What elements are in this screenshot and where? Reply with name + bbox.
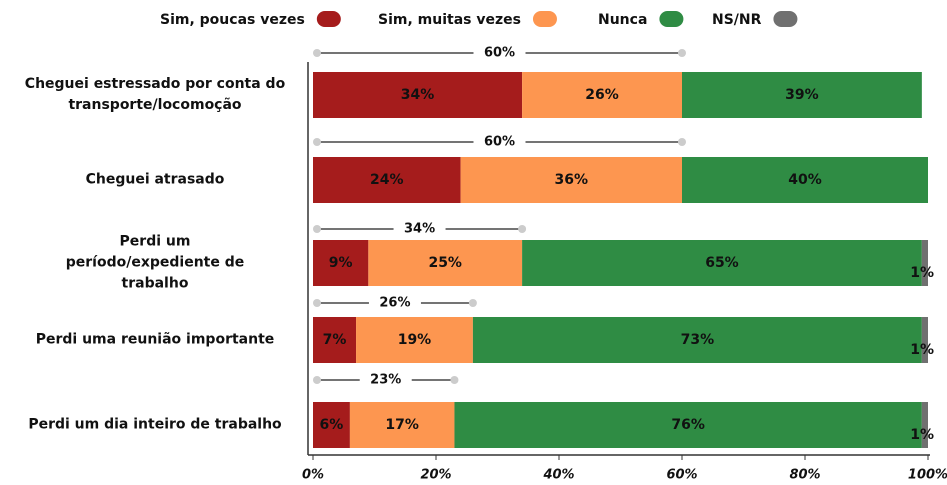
category-label: Perdi uma reunião importante	[35, 331, 275, 348]
data-label: 1%	[910, 427, 934, 443]
bracket-end	[678, 49, 686, 57]
bracket-end	[313, 49, 321, 57]
category-label: Perdi um período/expediente de trabalho	[65, 233, 245, 292]
bar-segment	[472, 317, 922, 363]
bar-segment	[682, 157, 928, 203]
x-tick-label: 40%	[542, 468, 574, 483]
bar-segment	[313, 72, 523, 118]
bar-segment	[349, 402, 455, 448]
legend-label: Sim, muitas vezes	[378, 12, 521, 28]
bracket-end	[313, 225, 321, 233]
x-tick-label: 100%	[908, 468, 947, 483]
legend-swatch	[532, 11, 557, 27]
bracket-end	[450, 376, 459, 384]
bar-segment	[313, 402, 350, 448]
data-label: 65%	[705, 255, 739, 271]
data-label: 1%	[910, 265, 934, 281]
bracket-end	[313, 299, 321, 307]
bar-segment	[313, 240, 369, 286]
data-label: 76%	[671, 417, 705, 433]
total-label-bg	[359, 371, 412, 389]
total-label: 23%	[370, 373, 401, 388]
data-label: 36%	[555, 172, 589, 188]
legend-swatch	[316, 11, 341, 27]
x-tick-label: 80%	[789, 468, 820, 483]
bar-segment	[313, 157, 461, 203]
category-label: Cheguei estressado por conta do transpor…	[24, 76, 286, 113]
total-label: 60%	[484, 46, 515, 61]
data-label: 24%	[370, 172, 404, 188]
total-label-bg	[393, 220, 446, 238]
x-tick-label: 60%	[666, 468, 697, 483]
data-label: 1%	[910, 342, 934, 358]
data-label: 19%	[398, 332, 432, 348]
bar-segment	[921, 402, 928, 448]
category-label: Perdi um dia inteiro de trabalho	[28, 416, 282, 433]
x-tick-label: 0%	[302, 468, 324, 483]
data-label: 26%	[585, 87, 619, 103]
bar-segment	[356, 317, 473, 363]
data-label: 25%	[428, 255, 462, 271]
legend-label: Sim, poucas vezes	[160, 12, 305, 28]
bar-segment	[921, 240, 928, 286]
legend-swatch	[773, 11, 798, 27]
bar-segment	[460, 157, 682, 203]
legend-label: Nunca	[598, 12, 647, 28]
bracket-end	[518, 225, 527, 233]
legend-label: NS/NR	[712, 12, 762, 28]
total-label: 60%	[484, 135, 515, 150]
bar-segment	[921, 317, 928, 363]
legend-swatch	[659, 11, 684, 27]
data-label: 40%	[788, 172, 822, 188]
x-tick-label: 20%	[420, 468, 451, 483]
total-label-bg	[368, 294, 421, 312]
bar-segment	[682, 72, 922, 118]
data-label: 6%	[320, 417, 344, 433]
bar-segment	[454, 402, 922, 448]
bracket-end	[468, 299, 477, 307]
data-label: 9%	[329, 255, 353, 271]
bracket-end	[313, 376, 321, 384]
data-label: 7%	[323, 332, 347, 348]
data-label: 17%	[385, 417, 419, 433]
total-label-bg	[473, 133, 526, 151]
bracket-end	[678, 138, 686, 146]
bracket-end	[313, 138, 321, 146]
bar-segment	[313, 317, 357, 363]
total-label-bg	[473, 44, 526, 62]
data-label: 39%	[785, 87, 819, 103]
total-label: 34%	[404, 222, 435, 237]
bar-segment	[368, 240, 523, 286]
data-label: 34%	[401, 87, 435, 103]
bar-segment	[522, 240, 922, 286]
total-label: 26%	[379, 296, 410, 311]
data-label: 73%	[681, 332, 715, 348]
category-label: Cheguei atrasado	[85, 171, 225, 188]
bar-segment	[522, 72, 682, 118]
